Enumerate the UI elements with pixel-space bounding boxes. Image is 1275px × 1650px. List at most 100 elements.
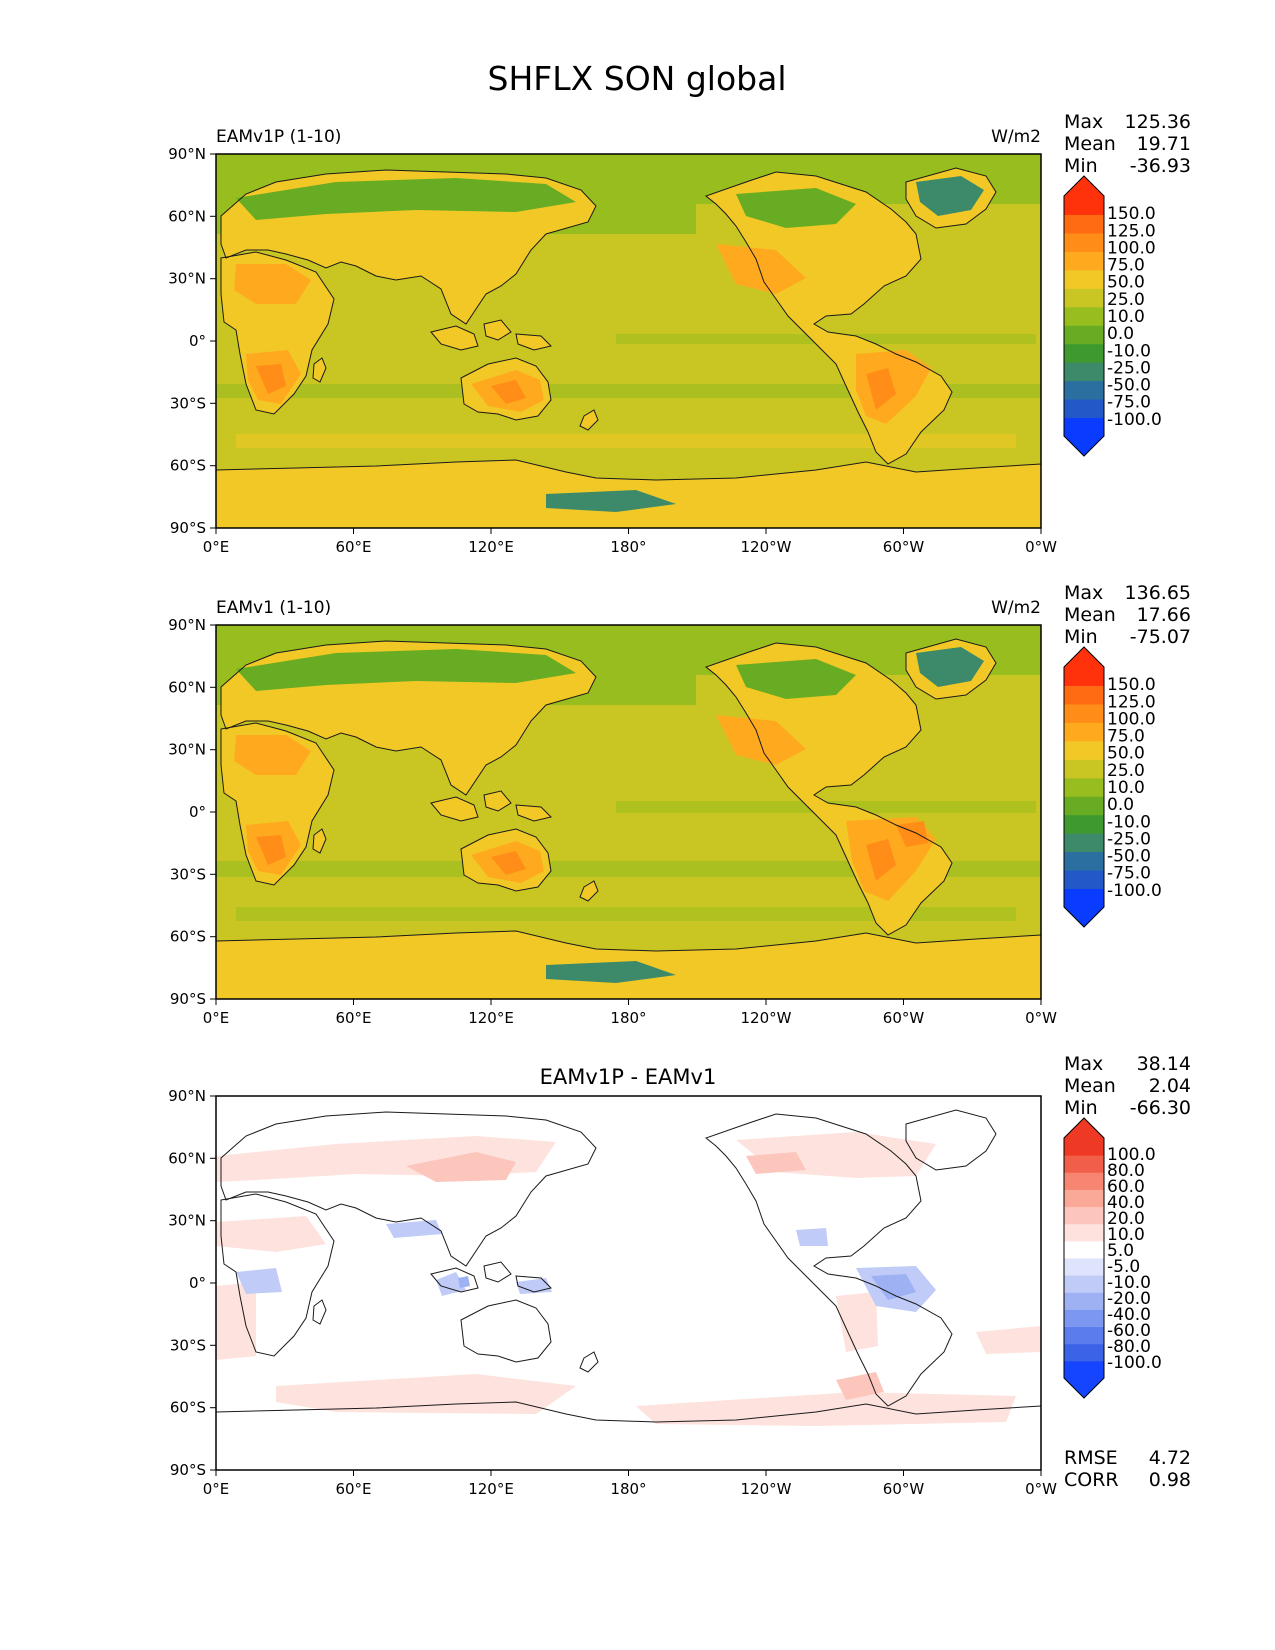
x-tick-label: 180° xyxy=(610,1480,646,1498)
stat-mean-label: Mean xyxy=(1064,1075,1116,1097)
error-stats: RMSE 4.72 CORR 0.98 xyxy=(1064,1447,1191,1491)
colorbar-segment xyxy=(1064,306,1104,326)
colorbar-segment xyxy=(1064,399,1104,419)
colorbar-tick-label: 25.0 xyxy=(1107,290,1145,310)
panel-units: W/m2 xyxy=(991,598,1041,618)
colorbar-segment xyxy=(1064,362,1104,382)
colorbar-tick-label: 80.0 xyxy=(1107,1161,1145,1181)
colorbar-segment xyxy=(1064,1360,1104,1379)
colorbar-segment xyxy=(1064,667,1104,686)
colorbar-segment xyxy=(1064,870,1104,890)
colorbar-segment xyxy=(1064,380,1104,400)
colorbar-segment xyxy=(1064,833,1104,853)
colorbar-tick-label: -60.0 xyxy=(1107,1321,1151,1341)
colorbar-segment xyxy=(1064,814,1104,834)
y-tick-label: 90°N xyxy=(168,145,206,163)
colorbar-tick-label: 150.0 xyxy=(1107,204,1156,224)
x-tick-label: 120°E xyxy=(468,1009,514,1027)
colorbar-tick-label: -10.0 xyxy=(1107,341,1151,361)
stat-max-value: 125.36 xyxy=(1125,111,1191,133)
colorbar-tick-label: -50.0 xyxy=(1107,376,1151,396)
x-tick-label: 60°E xyxy=(335,1480,371,1498)
colorbar-tick-label: 125.0 xyxy=(1107,221,1156,241)
x-tick-label: 120°E xyxy=(468,538,514,556)
axis-ticks xyxy=(210,1095,1042,1476)
stat-min-label: Min xyxy=(1064,155,1098,177)
y-tick-label: 90°S xyxy=(170,1461,206,1479)
y-tick-label: 30°S xyxy=(170,1336,206,1354)
x-tick-label: 0°W xyxy=(1025,1480,1057,1498)
x-tick-label: 60°W xyxy=(883,538,925,556)
x-tick-labels: 0°E 60°E 120°E 180° 120°W 60°W 0°W xyxy=(203,1009,1057,1027)
colorbar-tick-label: 50.0 xyxy=(1107,744,1145,764)
colorbar-segment xyxy=(1064,1309,1104,1328)
stat-min-value: -66.30 xyxy=(1130,1097,1191,1119)
x-tick-label: 0°W xyxy=(1025,538,1057,556)
x-tick-label: 0°E xyxy=(203,1480,230,1498)
y-tick-label: 90°S xyxy=(170,990,206,1008)
map-field xyxy=(216,154,1041,528)
y-tick-label: 0° xyxy=(189,1274,206,1292)
y-tick-labels: 90°N 60°N 30°N 0° 30°S 60°S 90°S xyxy=(168,1087,206,1479)
stat-mean-value: 19.71 xyxy=(1137,133,1191,155)
x-tick-label: 60°W xyxy=(883,1009,925,1027)
colorbar-extend-min xyxy=(1064,436,1104,456)
y-tick-label: 30°N xyxy=(168,1212,206,1230)
stats-block: Max 125.36 Mean 19.71 Min -36.93 xyxy=(1064,111,1191,177)
colorbar: 150.0125.0100.075.050.025.010.00.0-10.0-… xyxy=(1063,175,1162,457)
y-tick-label: 30°N xyxy=(168,270,206,288)
colorbar-segment xyxy=(1064,759,1104,779)
colorbar: 150.0125.0100.075.050.025.010.00.0-10.0-… xyxy=(1063,646,1162,928)
figure-title: SHFLX SON global xyxy=(488,59,787,98)
y-tick-label: 60°N xyxy=(168,207,206,225)
colorbar-segment xyxy=(1064,288,1104,308)
x-tick-label: 120°E xyxy=(468,1480,514,1498)
colorbar-segment xyxy=(1064,703,1104,723)
colorbar-segment xyxy=(1064,417,1104,437)
stats-block: Max 38.14 Mean 2.04 Min -66.30 xyxy=(1064,1053,1191,1119)
panel-title-center: EAMv1P - EAMv1 xyxy=(540,1065,717,1089)
colorbar-segment xyxy=(1064,1343,1104,1362)
colorbar-tick-label: -25.0 xyxy=(1107,829,1151,849)
colorbar-tick-label: 75.0 xyxy=(1107,727,1145,747)
rmse-label: RMSE xyxy=(1064,1447,1118,1469)
stat-min-value: -75.07 xyxy=(1130,626,1191,648)
colorbar-segment xyxy=(1064,325,1104,345)
colorbar-tick-label: 125.0 xyxy=(1107,692,1156,712)
colorbar-tick-label: 100.0 xyxy=(1107,709,1156,729)
colorbar-segment xyxy=(1064,888,1104,908)
colorbar-tick-label: -10.0 xyxy=(1107,812,1151,832)
colorbar-tick-label: -25.0 xyxy=(1107,358,1151,378)
colorbar-tick-label: 25.0 xyxy=(1107,761,1145,781)
y-tick-label: 0° xyxy=(189,803,206,821)
y-tick-labels: 90°N 60°N 30°N 0° 30°S 60°S 90°S xyxy=(168,616,206,1008)
colorbar-segment xyxy=(1064,796,1104,816)
y-tick-label: 60°N xyxy=(168,1149,206,1167)
colorbar-outline xyxy=(1063,646,1105,928)
corr-value: 0.98 xyxy=(1149,1469,1191,1491)
colorbar-tick-label: 5.0 xyxy=(1107,1241,1134,1261)
y-tick-label: 90°N xyxy=(168,616,206,634)
stat-max-value: 136.65 xyxy=(1125,582,1191,604)
colorbar-segment xyxy=(1064,251,1104,271)
colorbar-tick-label: 0.0 xyxy=(1107,795,1134,815)
x-tick-label: 0°E xyxy=(203,538,230,556)
stats-block: Max 136.65 Mean 17.66 Min -75.07 xyxy=(1064,582,1191,648)
colorbar-segment xyxy=(1064,685,1104,705)
stat-min-label: Min xyxy=(1064,626,1098,648)
stat-max-label: Max xyxy=(1064,111,1103,133)
colorbar-tick-label: -50.0 xyxy=(1107,847,1151,867)
panel-test: EAMv1P (1-10) W/m2 xyxy=(168,111,1191,556)
colorbar-extend-max xyxy=(1064,647,1104,667)
colorbar-tick-label: -75.0 xyxy=(1107,864,1151,884)
stat-mean-value: 17.66 xyxy=(1137,604,1191,626)
colorbar-segment xyxy=(1064,1155,1104,1173)
colorbar-tick-label: -80.0 xyxy=(1107,1337,1151,1357)
x-tick-label: 60°E xyxy=(335,538,371,556)
colorbar-tick-label: -75.0 xyxy=(1107,393,1151,413)
colorbar-segment xyxy=(1064,1223,1104,1242)
x-tick-label: 180° xyxy=(610,538,646,556)
colorbar-tick-label: -100.0 xyxy=(1107,410,1162,430)
colorbar-tick-label: 150.0 xyxy=(1107,675,1156,695)
